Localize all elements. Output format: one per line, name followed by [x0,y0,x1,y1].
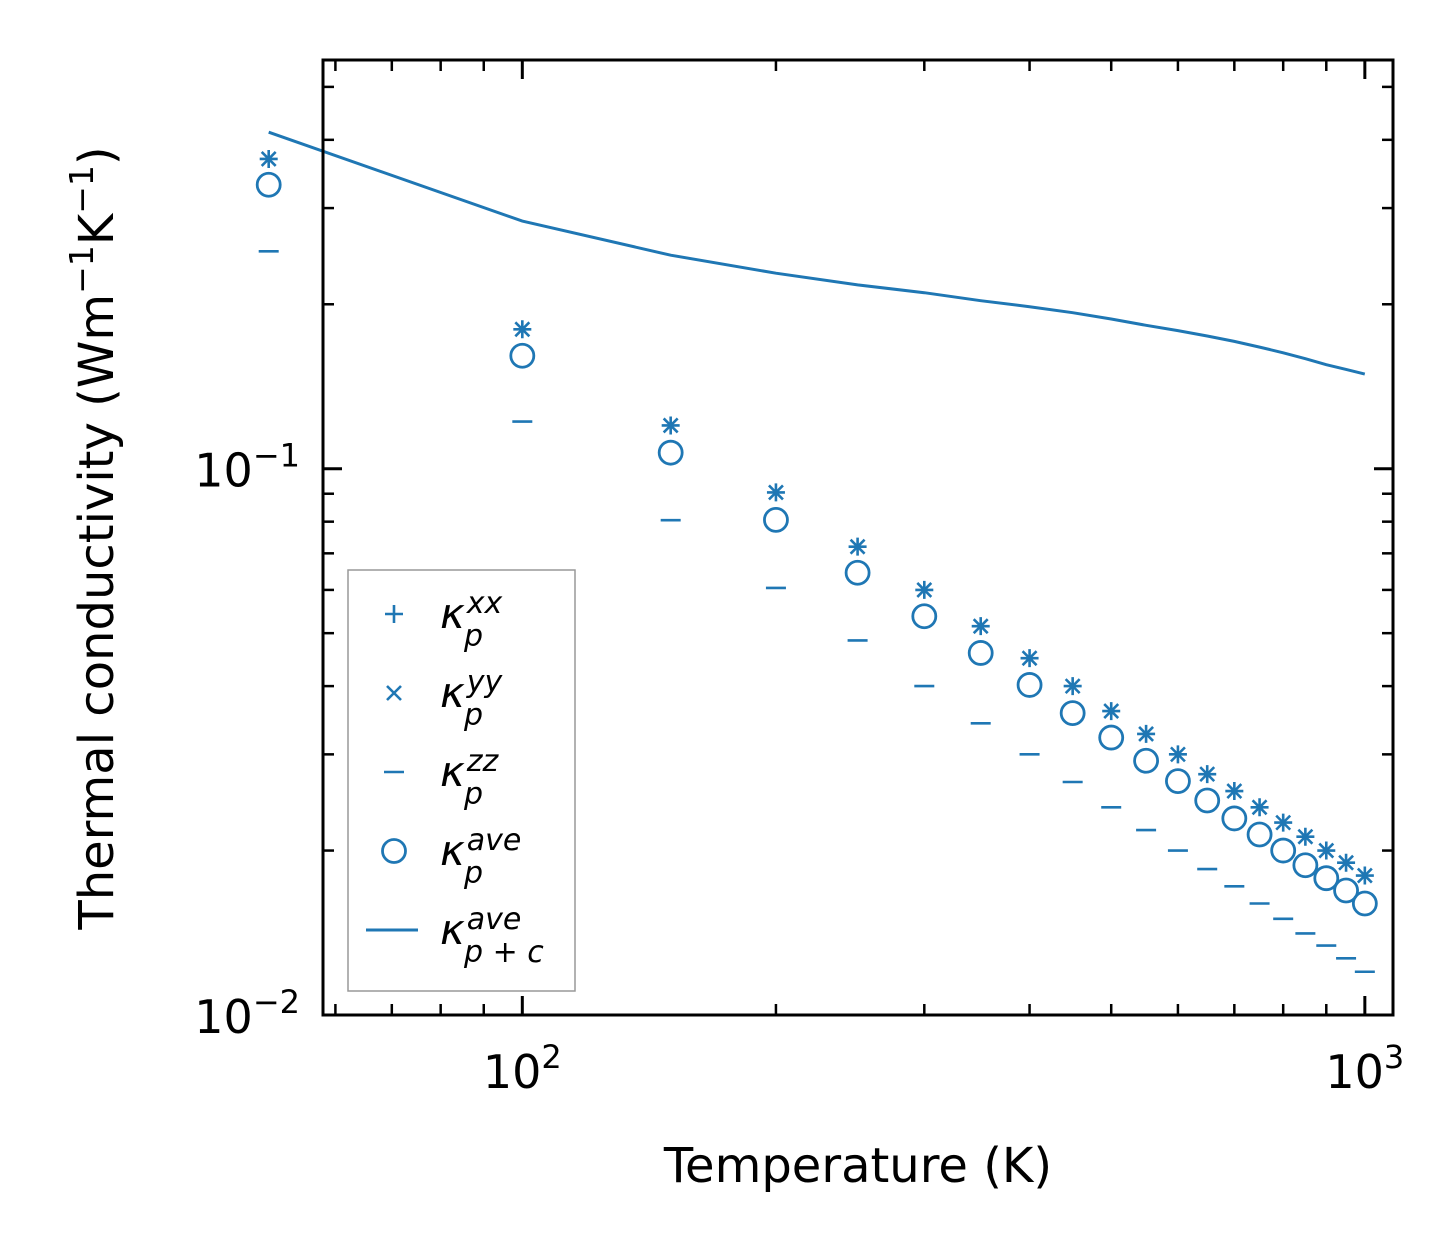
data-point-x [1226,783,1243,799]
x-axis-label: Temperature (K) [663,1138,1052,1194]
data-point-x [1275,814,1292,831]
data-point-x [1318,842,1335,859]
series-kappa-p-yy [260,151,1373,884]
legend-sub-kappa-zz: p [463,777,483,812]
data-point-circle [1194,787,1221,814]
data-point-circle [844,559,871,586]
data-point-circle [1133,747,1159,774]
x-tick-label-1000: 103 [1325,1038,1404,1099]
data-point-x [1021,650,1038,667]
legend-frame [347,569,576,992]
data-point-x [1251,799,1268,816]
series-kappa-p-ave [255,171,1378,917]
series-kappa-p-zz [258,250,1375,974]
legend-sub-kappa-xx: p [463,619,483,654]
legend-sub-kappa-yy: p [463,698,483,733]
data-point-x [1338,854,1354,871]
data-layer [255,130,1378,974]
y-axis-label: Thermal conductivity (Wm−1K−1) [62,146,125,930]
data-point-circle [1292,852,1319,879]
data-point-circle [1165,768,1191,795]
data-point-circle [255,171,282,198]
data-point-x [1199,766,1216,783]
data-point-x [260,151,277,167]
legend-sub-kappa-total: p + c [463,935,544,970]
y-tick-label-0.1: 10−1 [194,437,300,498]
ticks-layer [323,60,1393,1017]
legend-markers [366,605,418,932]
data-point-circle [1270,837,1297,864]
data-point-circle [1221,805,1248,832]
data-point-circle [763,506,789,533]
data-point-circle [1351,890,1378,917]
data-point-x [768,484,784,501]
data-point-x [1064,678,1081,695]
legend-label-kappa-xx: κxx [440,586,503,638]
legend-marker-circle [381,838,407,864]
data-point-x [849,538,866,555]
legend-label-kappa-total: κave [440,902,521,954]
legend-sub-kappa-ave: p [463,856,483,891]
data-point-circle [509,342,536,369]
data-point-circle [657,439,684,466]
data-point-x [1170,746,1186,763]
data-point-x [916,581,933,598]
data-point-x [1297,828,1314,845]
legend-label-kappa-yy: κyy [440,665,504,717]
data-point-x [972,618,989,635]
data-point-x [1356,867,1373,884]
data-point-circle [1246,821,1273,848]
data-point-circle [911,603,938,630]
legend-label-kappa-zz: κzz [440,744,500,796]
data-point-circle [967,640,994,666]
data-point-circle [1333,877,1359,904]
data-point-x [514,321,531,338]
plot-frame [321,58,1395,1017]
data-point-x [1103,703,1120,720]
data-point-circle [1098,724,1125,751]
data-point-x [662,417,679,434]
x-tick-label-100: 102 [483,1038,562,1099]
y-tick-label-0.01: 10−2 [194,983,300,1044]
legend-marker-plus [385,605,403,623]
series-line-kappa-total [268,130,1366,376]
data-point-circle [1313,865,1340,892]
data-point-circle [1059,700,1086,726]
legend-marker-x [386,685,402,701]
data-point-x [1138,725,1155,742]
data-point-circle [1016,672,1043,698]
legend-label-kappa-ave: κave [440,823,521,875]
legend: κxx p κyy p κzz p κave p κave p + c [347,569,576,992]
series-kappa-p-c-ave [268,130,1366,376]
